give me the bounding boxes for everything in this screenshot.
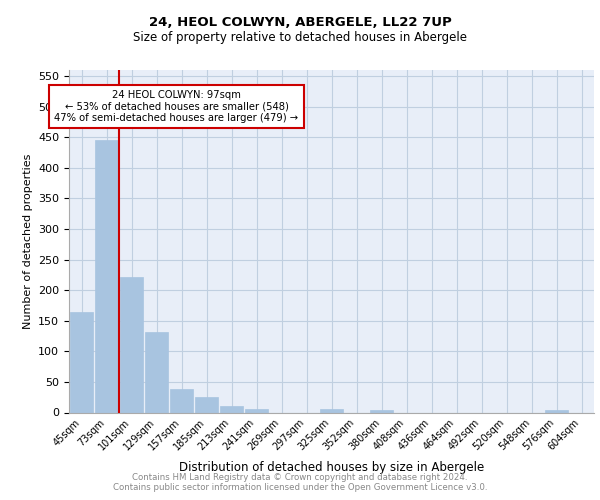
Bar	[195, 396, 218, 412]
Bar	[245, 409, 268, 412]
Text: 24 HEOL COLWYN: 97sqm
← 53% of detached houses are smaller (548)
47% of semi-det: 24 HEOL COLWYN: 97sqm ← 53% of detached …	[55, 90, 299, 123]
Bar	[145, 332, 168, 412]
Bar	[320, 410, 343, 412]
Y-axis label: Number of detached properties: Number of detached properties	[23, 154, 32, 329]
Text: Contains HM Land Registry data © Crown copyright and database right 2024.
Contai: Contains HM Land Registry data © Crown c…	[113, 473, 487, 492]
Bar	[120, 276, 143, 412]
Bar	[95, 140, 118, 412]
Bar	[220, 406, 243, 412]
Text: 24, HEOL COLWYN, ABERGELE, LL22 7UP: 24, HEOL COLWYN, ABERGELE, LL22 7UP	[149, 16, 451, 29]
Text: Size of property relative to detached houses in Abergele: Size of property relative to detached ho…	[133, 31, 467, 44]
Bar	[170, 390, 193, 412]
Bar	[370, 410, 393, 412]
Bar	[70, 312, 93, 412]
X-axis label: Distribution of detached houses by size in Abergele: Distribution of detached houses by size …	[179, 460, 484, 473]
Bar	[545, 410, 568, 412]
